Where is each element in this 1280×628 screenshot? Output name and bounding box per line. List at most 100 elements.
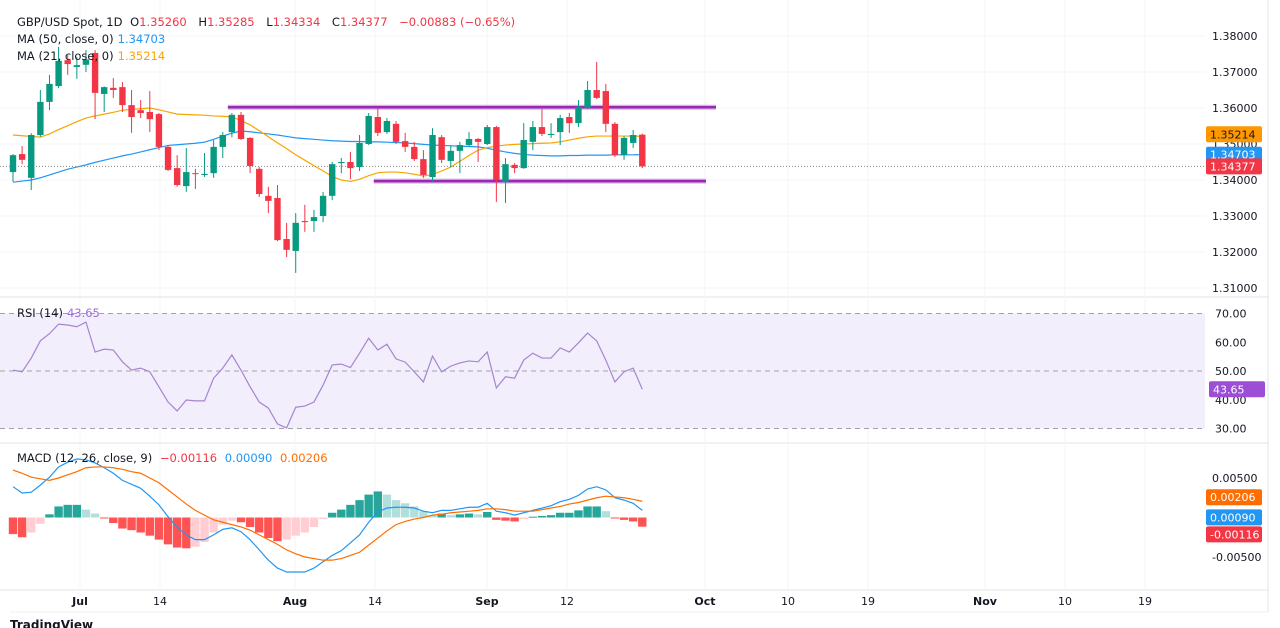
- candle-body: [183, 172, 190, 187]
- macd-histogram-bar: [492, 517, 501, 520]
- candle: [246, 137, 254, 174]
- macd-histogram-bar: [328, 512, 337, 518]
- candle: [620, 136, 628, 160]
- time-axis-label: Nov: [973, 595, 998, 608]
- candle: [46, 74, 53, 111]
- price-axis-label: 1.36000: [1212, 102, 1258, 115]
- candle: [301, 204, 309, 232]
- candle-body: [55, 60, 62, 87]
- candle-body: [557, 118, 564, 133]
- ma21-legend[interactable]: MA (21, close, 0) 1.35214: [17, 48, 169, 64]
- candle: [201, 153, 208, 178]
- macd-histogram-bar: [628, 517, 638, 522]
- macd-histogram-bar: [464, 513, 474, 518]
- candle: [64, 55, 71, 75]
- candle: [420, 150, 427, 178]
- candle: [629, 129, 637, 148]
- candle: [73, 56, 81, 79]
- candle-body: [493, 127, 500, 180]
- candle-body: [356, 142, 363, 168]
- tradingview-logo[interactable]: TradingView: [10, 618, 93, 628]
- candle-body: [502, 164, 509, 183]
- macd-histogram-bar: [245, 517, 255, 527]
- candle: [365, 113, 372, 146]
- candle-body: [146, 111, 153, 120]
- macd-histogram-bar: [583, 506, 592, 518]
- candle: [356, 135, 363, 171]
- candle-body: [584, 90, 591, 108]
- candle-body: [447, 150, 454, 161]
- macd-histogram-bar: [100, 517, 109, 519]
- ohlc-low: L1.34334: [266, 15, 324, 29]
- ma50-legend[interactable]: MA (50, close, 0) 1.34703: [17, 31, 169, 47]
- ohlc-high: H1.35285: [198, 15, 258, 29]
- macd-histogram-bar: [519, 517, 528, 520]
- candle-body: [237, 114, 245, 139]
- macd-histogram-bar: [355, 500, 364, 518]
- candle: [575, 100, 582, 128]
- candle-body: [82, 59, 90, 65]
- macd-legend[interactable]: MACD (12, 26, close, 9) −0.00116 0.00090…: [17, 450, 332, 466]
- rsi-legend[interactable]: RSI (14) 43.65: [17, 305, 104, 321]
- macd-histogram-bar: [373, 491, 382, 518]
- macd-histogram-bar: [118, 517, 127, 529]
- candle: [28, 133, 35, 191]
- macd-histogram-bar: [209, 517, 218, 533]
- candle: [265, 186, 272, 214]
- candle-body: [256, 168, 263, 195]
- candle-body: [137, 110, 144, 114]
- candle-body: [155, 114, 163, 147]
- candle-body: [602, 91, 609, 124]
- candle-body: [28, 135, 35, 178]
- time-axis-label: Sep: [475, 595, 498, 608]
- candle: [511, 163, 518, 174]
- candle-body: [265, 195, 272, 201]
- candle-body: [128, 105, 135, 117]
- candle: [155, 113, 163, 151]
- close-value: 1.34377: [339, 15, 388, 29]
- candle-body: [392, 123, 400, 142]
- macd-histogram-bar: [90, 513, 100, 518]
- macd-histogram-bar: [273, 517, 282, 542]
- macd-histogram-bar: [337, 509, 346, 518]
- candle: [547, 123, 555, 138]
- ohlc-open: O1.35260: [130, 15, 191, 29]
- macd-histogram-bar: [227, 517, 237, 521]
- candle: [611, 122, 619, 157]
- candle-body: [529, 127, 537, 142]
- candle-body: [374, 117, 381, 133]
- macd-histogram-bar: [264, 517, 273, 539]
- ma21-price-tag: 1.35214: [1210, 128, 1256, 141]
- macd-histogram-bar: [36, 517, 45, 524]
- candle: [484, 124, 491, 146]
- candle-body: [119, 87, 126, 106]
- macd-histogram-bar: [455, 514, 465, 518]
- macd-histogram-bar: [364, 494, 373, 518]
- macd-axis-label: 0.00500: [1212, 472, 1258, 485]
- macd-label: MACD (12, 26, close, 9): [17, 451, 153, 465]
- candle-body: [319, 195, 327, 216]
- macd-histogram-bar: [255, 517, 264, 533]
- candle: [164, 145, 172, 171]
- macd-histogram-bar: [565, 512, 574, 518]
- last-price-tag: 1.34377: [1210, 160, 1256, 173]
- macd-histogram-bar: [473, 514, 483, 518]
- candle: [82, 50, 90, 72]
- macd-histogram-bar: [346, 504, 355, 518]
- macd-histogram-bar: [483, 511, 492, 518]
- macd-histogram-bar: [601, 511, 610, 518]
- macd-histogram-bar: [136, 517, 145, 533]
- macd-histogram-bar: [127, 517, 136, 531]
- candle-body: [629, 135, 637, 143]
- candle: [584, 81, 591, 110]
- time-axis-label: 14: [368, 595, 382, 608]
- candle-body: [9, 155, 17, 173]
- macd-histogram-bar: [72, 504, 82, 518]
- price-axis-label: 1.31000: [1212, 282, 1258, 295]
- macd-histogram-bar: [400, 503, 410, 518]
- candle-body: [283, 239, 290, 250]
- candle-body: [228, 114, 236, 133]
- candle: [210, 140, 217, 178]
- candle-body: [566, 117, 573, 124]
